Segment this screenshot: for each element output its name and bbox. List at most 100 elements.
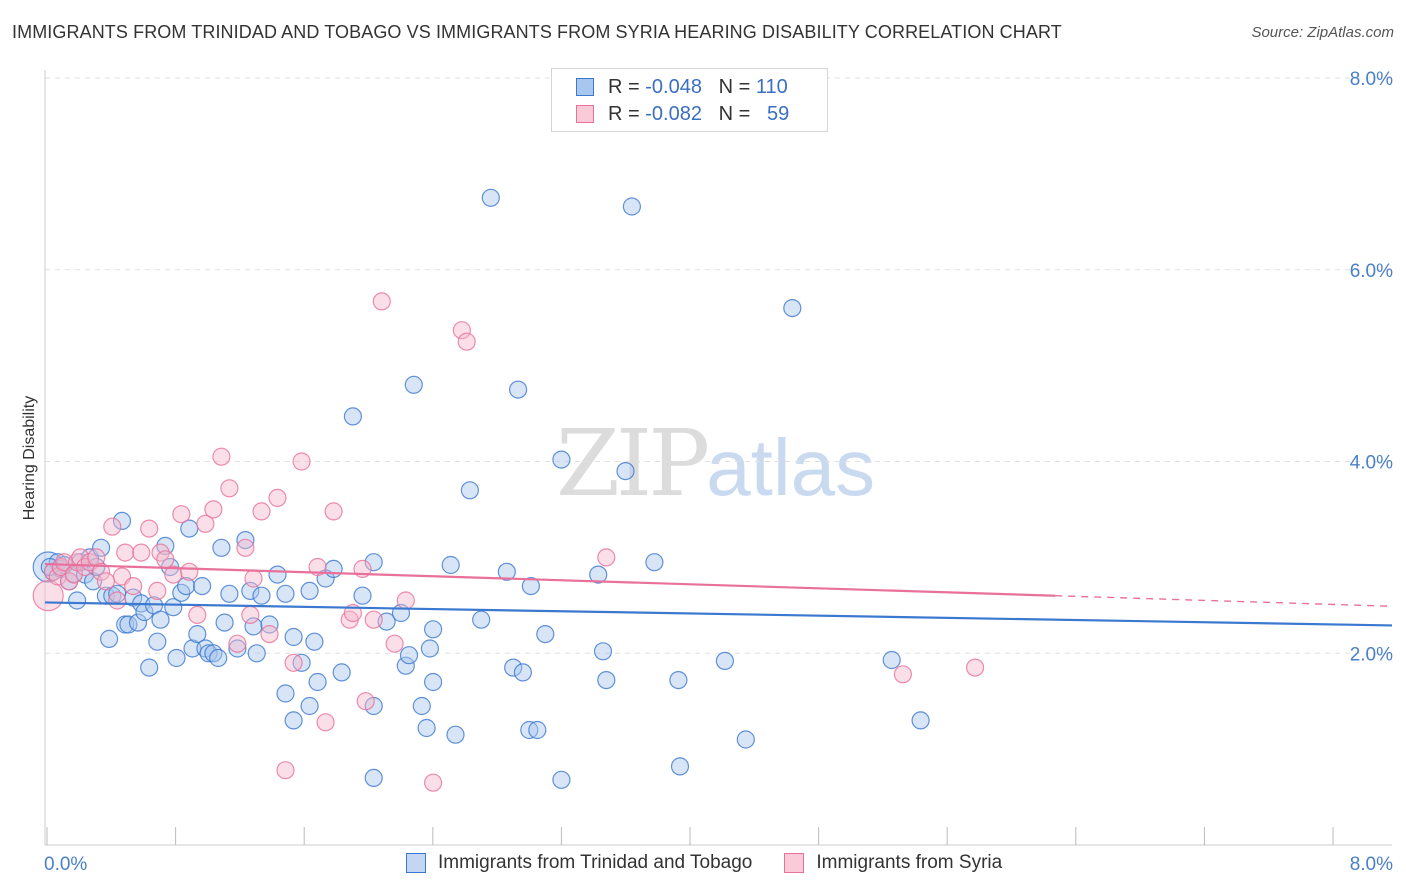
trinidad-point: [536, 624, 555, 644]
trinidad-point: [209, 648, 228, 668]
legend-n-label: N =: [718, 75, 751, 98]
trinidad-point: [332, 663, 351, 682]
syria-point: [965, 658, 985, 677]
syria-point: [385, 634, 404, 653]
trinidad-point: [513, 663, 533, 682]
trinidad-point: [552, 450, 571, 469]
syria-point: [372, 292, 391, 311]
syria-point: [893, 665, 913, 684]
series-syria-points: [32, 292, 985, 792]
trend-lines: [44, 562, 1393, 627]
trinidad-point: [188, 624, 207, 644]
syria-point: [324, 502, 343, 521]
trinidad-point: [396, 656, 415, 675]
syria-point: [116, 543, 135, 562]
legend-swatch-pink: [576, 105, 594, 123]
trinidad-point: [521, 576, 541, 596]
trinidad-point: [91, 538, 111, 557]
syria-point: [228, 634, 247, 653]
trinidad-point: [424, 620, 443, 639]
trinidad-point: [284, 627, 303, 647]
trinidad-point: [715, 651, 735, 671]
trinidad-point: [212, 538, 231, 557]
trinidad-point: [128, 613, 148, 632]
syria-trend-line: [44, 562, 1056, 597]
series-trinidad-points: [32, 188, 930, 789]
syria-point: [204, 500, 223, 519]
source-label: Source: ZipAtlas.com: [1251, 24, 1394, 41]
syria-point: [103, 517, 122, 536]
x-tick-label: 8.0%: [1350, 854, 1393, 875]
y-tick-label: 2.0%: [1350, 644, 1393, 665]
trinidad-point: [199, 644, 218, 663]
trinidad-point: [112, 511, 132, 531]
series-legend: Immigrants from Trinidad and Tobago Immi…: [406, 852, 1034, 874]
syria-point: [156, 550, 175, 569]
trinidad-point: [589, 565, 608, 584]
trinidad-point: [300, 581, 319, 601]
legend-r-label: R =: [608, 102, 640, 125]
legend-row-trinidad: R = -0.048 N = 110: [576, 74, 788, 100]
syria-point: [597, 548, 616, 567]
legend-item-trinidad: Immigrants from Trinidad and Tobago: [406, 852, 752, 874]
trinidad-point: [148, 632, 167, 651]
legend-n-value: 110: [755, 75, 788, 98]
syria-point: [148, 581, 167, 601]
y-axis-label: Hearing Disability: [21, 396, 38, 521]
syria-point: [172, 505, 191, 524]
trinidad-point: [244, 617, 263, 636]
syria-point: [196, 514, 215, 533]
trinidad-point: [911, 711, 930, 730]
legend-r-label: R =: [608, 75, 640, 98]
syria-point: [236, 538, 255, 557]
syria-point: [452, 321, 471, 340]
trinidad-point: [343, 407, 362, 426]
syria-point: [132, 543, 151, 562]
trinidad-point: [783, 299, 802, 318]
watermark-atlas: atlas: [706, 423, 876, 512]
trinidad-point: [324, 559, 343, 579]
syria-point: [260, 624, 279, 644]
syria-point: [308, 557, 327, 577]
axes: [44, 70, 1392, 846]
y-tick-label: 4.0%: [1350, 453, 1393, 474]
syria-point: [91, 562, 111, 581]
trinidad-point: [404, 375, 423, 394]
legend-label: Immigrants from Syria: [816, 852, 1003, 873]
trinidad-point: [284, 711, 303, 730]
legend-r-value: -0.082: [645, 102, 702, 125]
trinidad-point: [597, 670, 616, 690]
syria-point: [244, 569, 263, 588]
syria-point: [188, 605, 207, 625]
trinidad-point: [882, 650, 901, 670]
trinidad-point: [151, 610, 170, 629]
trinidad-point: [460, 481, 479, 500]
syria-point: [108, 591, 127, 610]
trinidad-point: [193, 576, 212, 596]
trinidad-point: [140, 658, 159, 677]
trinidad-point: [504, 658, 523, 677]
watermark-zip: ZIP: [556, 410, 710, 517]
watermark: ZIPatlas: [556, 410, 875, 517]
trinidad-point: [276, 584, 295, 603]
trinidad-point: [236, 530, 255, 550]
trinidad-point: [228, 639, 247, 658]
syria-point: [276, 761, 295, 780]
legend-n-value: 59: [767, 102, 790, 125]
legend-r-value: -0.048: [645, 75, 702, 98]
syria-point: [364, 610, 383, 629]
trinidad-point: [670, 757, 690, 776]
syria-point: [292, 452, 311, 471]
legend-row-syria: R = -0.082 N = 59: [576, 101, 789, 127]
trinidad-point: [220, 584, 239, 603]
trinidad-point: [481, 188, 500, 207]
trinidad-point: [424, 672, 443, 692]
legend-swatch-blue: [576, 78, 594, 96]
trinidad-point: [420, 639, 439, 658]
x-tick-label: 0.0%: [44, 854, 87, 875]
trinidad-point: [472, 610, 491, 629]
syria-point: [241, 605, 260, 625]
trinidad-point: [353, 586, 372, 605]
trinidad-point: [177, 576, 196, 596]
